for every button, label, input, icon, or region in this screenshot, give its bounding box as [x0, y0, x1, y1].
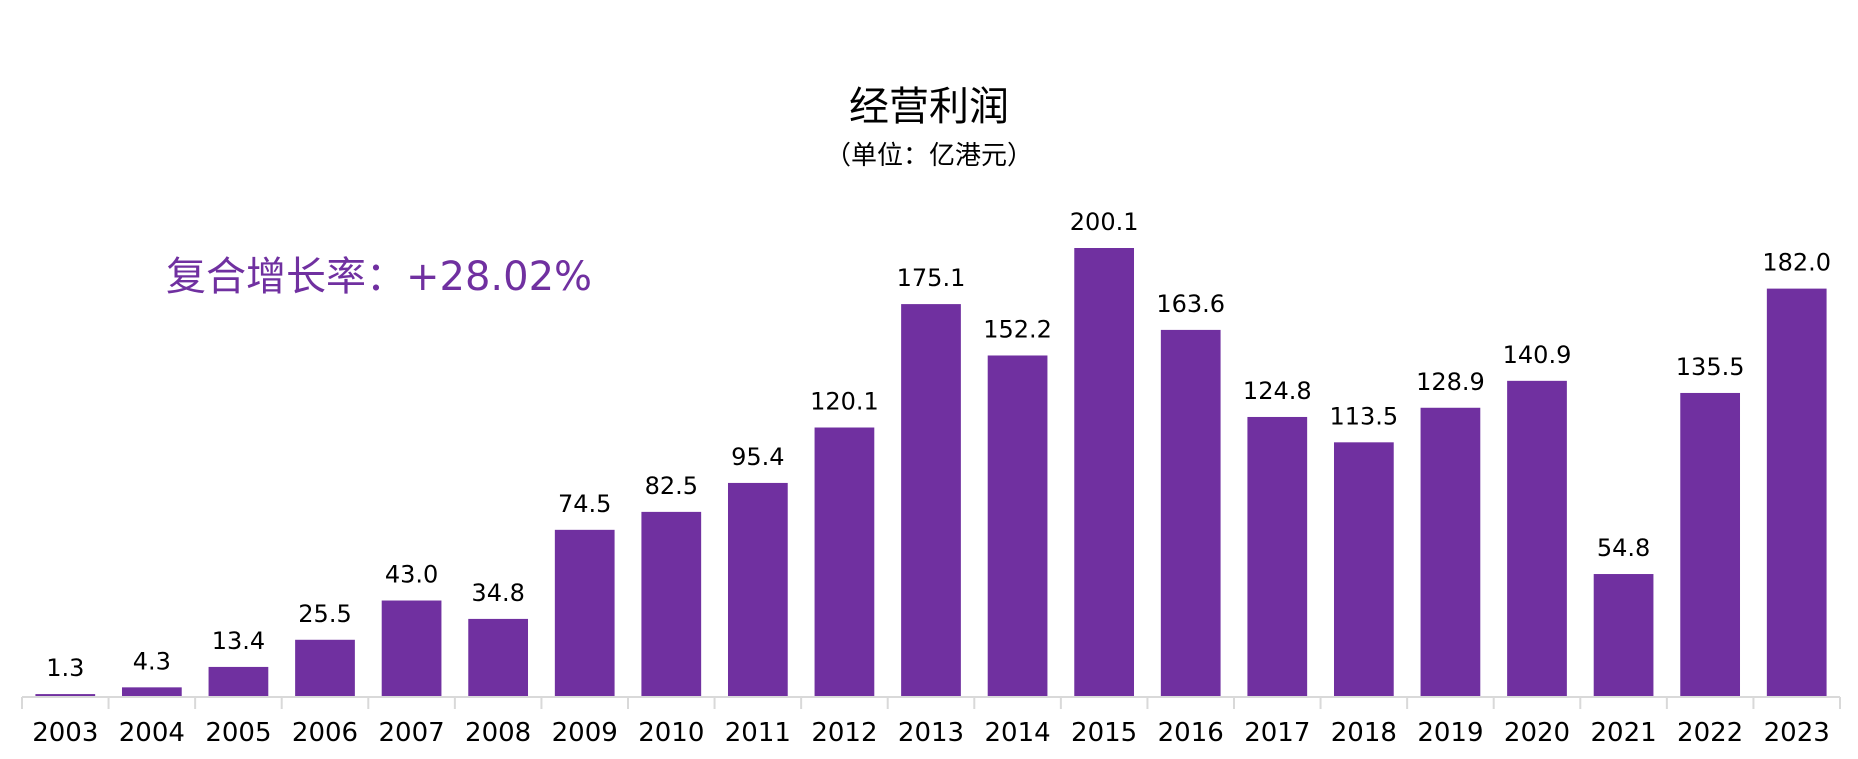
bar-2016	[1160, 329, 1221, 697]
value-label-2005: 13.4	[212, 627, 265, 655]
bar-2003	[35, 694, 96, 697]
value-label-2019: 128.9	[1416, 368, 1485, 396]
bar-2004	[121, 687, 182, 697]
value-labels-group: 1.3 4.3 13.4 25.5 43.0 34.8 74.5 82.5 95.4 120.1 1…	[46, 208, 1831, 682]
value-label-2016: 163.6	[1156, 290, 1225, 318]
bar-2010	[641, 511, 702, 697]
x-tick-label-2004: 2004	[119, 718, 185, 748]
bar-2011	[727, 482, 788, 697]
x-axis-ticks-group	[21, 697, 1841, 709]
x-tick-label-2011: 2011	[725, 718, 791, 748]
bar-2014	[987, 355, 1048, 697]
x-tick-label-2014: 2014	[984, 718, 1050, 748]
bar-2022	[1680, 392, 1741, 697]
value-label-2013: 175.1	[897, 264, 966, 292]
bar-2008	[468, 618, 529, 697]
value-label-2018: 113.5	[1329, 402, 1398, 430]
value-label-2006: 25.5	[298, 600, 351, 628]
x-tick-label-2023: 2023	[1764, 718, 1830, 748]
x-tick-label-2006: 2006	[292, 718, 358, 748]
bar-2020	[1507, 380, 1567, 697]
value-label-2004: 4.3	[133, 647, 171, 675]
bar-2021	[1593, 574, 1654, 697]
bar-2023	[1766, 288, 1827, 697]
x-tick-label-2003: 2003	[32, 718, 98, 748]
value-label-2015: 200.1	[1070, 208, 1139, 236]
x-tick-label-2016: 2016	[1158, 718, 1224, 748]
value-label-2014: 152.2	[983, 315, 1052, 343]
x-axis-labels-group: 2003 2004 2005 2006 2007 2008 2009 2010 2011 2012…	[32, 718, 1830, 748]
bar-2015	[1074, 248, 1135, 697]
x-tick-label-2012: 2012	[811, 718, 877, 748]
x-tick-label-2019: 2019	[1417, 718, 1483, 748]
bar-2012	[814, 427, 875, 697]
x-tick-label-2008: 2008	[465, 718, 531, 748]
value-label-2011: 95.4	[731, 443, 784, 471]
chart-subtitle: （单位：亿港元）	[825, 141, 1033, 171]
x-tick-label-2010: 2010	[638, 718, 704, 748]
bar-2013	[901, 304, 961, 697]
bars-group	[35, 248, 1827, 697]
cagr-annotation: 复合增长率：+28.02%	[166, 254, 592, 300]
bar-2005	[208, 666, 269, 697]
x-tick-label-2022: 2022	[1677, 718, 1743, 748]
x-tick-label-2017: 2017	[1244, 718, 1310, 748]
value-label-2023: 182.0	[1762, 249, 1831, 277]
value-label-2017: 124.8	[1243, 377, 1312, 405]
x-tick-label-2009: 2009	[552, 718, 618, 748]
bar-2009	[554, 529, 615, 697]
bar-2017	[1247, 416, 1308, 697]
value-label-2022: 135.5	[1676, 353, 1745, 381]
x-tick-label-2020: 2020	[1504, 718, 1570, 748]
bar-2019	[1420, 407, 1481, 697]
value-label-2008: 34.8	[471, 579, 524, 607]
x-tick-label-2013: 2013	[898, 718, 964, 748]
bar-2006	[295, 639, 355, 697]
bar-2018	[1333, 442, 1394, 697]
value-label-2021: 54.8	[1597, 534, 1650, 562]
chart-title: 经营利润	[849, 84, 1009, 130]
x-tick-label-2021: 2021	[1590, 718, 1656, 748]
bar-2007	[381, 600, 442, 697]
x-tick-label-2015: 2015	[1071, 718, 1137, 748]
x-tick-label-2005: 2005	[205, 718, 271, 748]
value-label-2009: 74.5	[558, 490, 611, 518]
value-label-2010: 82.5	[645, 472, 698, 500]
value-label-2007: 43.0	[385, 561, 438, 589]
x-tick-label-2007: 2007	[378, 718, 444, 748]
x-tick-label-2018: 2018	[1331, 718, 1397, 748]
value-label-2003: 1.3	[46, 654, 84, 682]
value-label-2012: 120.1	[810, 388, 879, 416]
value-label-2020: 140.9	[1503, 341, 1572, 369]
